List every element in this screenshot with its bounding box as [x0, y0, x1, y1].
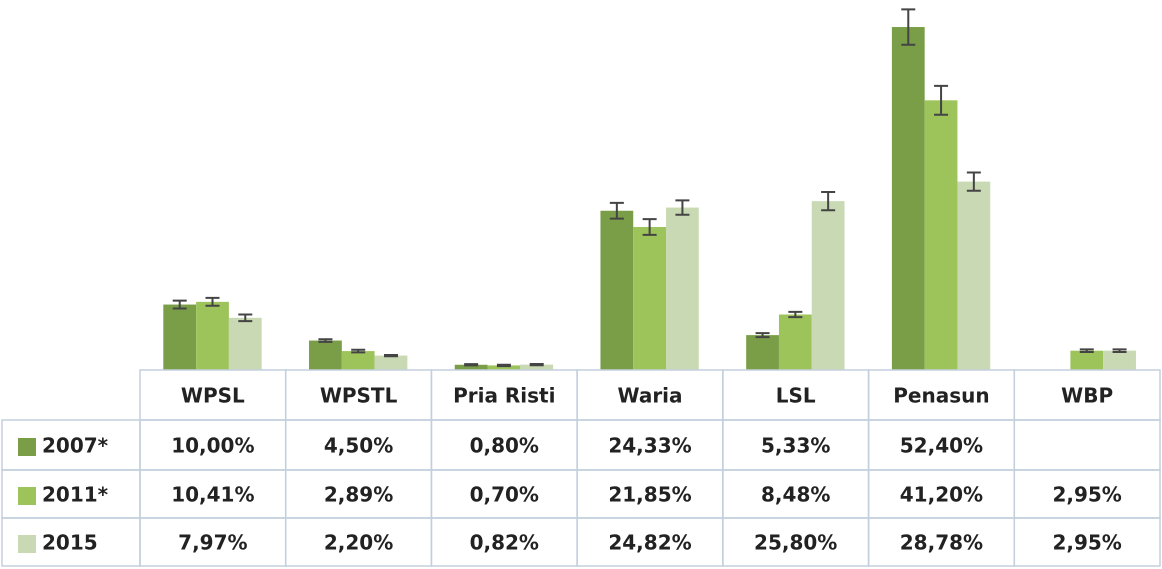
error-bar: [1112, 348, 1127, 353]
error-bar: [901, 8, 916, 46]
error-bar: [609, 201, 624, 220]
error-bar: [642, 218, 657, 236]
bar: [1103, 350, 1136, 370]
category-label: Pria Risti: [453, 384, 555, 408]
bar: [341, 351, 375, 370]
bar: [957, 181, 991, 370]
data-label: 24,82%: [608, 531, 691, 555]
table-cell: [1013, 419, 1161, 471]
bar: [487, 365, 521, 370]
bar: [196, 301, 229, 370]
error-bar: [529, 362, 544, 367]
data-label: 5,33%: [761, 434, 830, 458]
legend-label: 2011*: [42, 483, 109, 507]
bar: [666, 207, 699, 370]
bar: [600, 210, 634, 370]
data-label: 10,41%: [171, 483, 254, 507]
data-label: 2,95%: [1052, 531, 1121, 555]
bar: [811, 201, 845, 370]
error-bar: [675, 199, 690, 216]
bar: [778, 314, 812, 370]
error-bar: [934, 84, 949, 116]
bar: [746, 335, 779, 370]
data-label: 2,95%: [1052, 483, 1121, 507]
error-bar: [496, 363, 511, 368]
error-bar: [318, 338, 333, 343]
data-label: 4,50%: [324, 434, 393, 458]
data-label: 0,82%: [470, 531, 539, 555]
error-bar: [238, 313, 253, 323]
legend-swatch: [18, 487, 36, 505]
error-bar: [821, 190, 836, 212]
data-label: 8,48%: [761, 483, 830, 507]
error-bar: [788, 310, 803, 319]
data-label: 0,70%: [470, 483, 539, 507]
bar: [891, 27, 925, 370]
data-label: 0,80%: [470, 434, 539, 458]
category-label: WPSTL: [320, 384, 398, 408]
data-label: 24,33%: [608, 434, 691, 458]
bar: [633, 226, 667, 370]
data-label: 52,40%: [900, 434, 983, 458]
error-bar: [464, 363, 479, 367]
bar: [163, 304, 197, 370]
data-label: 21,85%: [608, 483, 691, 507]
data-label: 28,78%: [900, 531, 983, 555]
category-label: LSL: [776, 384, 816, 408]
legend-swatch: [18, 438, 36, 456]
error-bar: [351, 348, 366, 354]
data-label: 2,20%: [324, 531, 393, 555]
category-label: WPSL: [181, 384, 245, 408]
legend-label: 2015: [42, 531, 98, 555]
error-bar: [755, 332, 770, 339]
error-bar: [966, 171, 981, 192]
data-label: 10,00%: [171, 434, 254, 458]
data-label: 7,97%: [178, 531, 247, 555]
bar: [924, 100, 958, 370]
bar: [374, 355, 408, 370]
table-cell: [1013, 517, 1161, 567]
error-bar: [172, 299, 187, 310]
category-label: Waria: [617, 384, 682, 408]
data-label: 25,80%: [754, 531, 837, 555]
error-bar: [205, 296, 220, 307]
category-label: WBP: [1061, 384, 1113, 408]
bar: [228, 317, 262, 370]
legend-swatch: [18, 535, 36, 553]
legend-label: 2007*: [42, 434, 109, 458]
bar: [454, 364, 488, 370]
data-label: 2,89%: [324, 483, 393, 507]
error-bar: [1079, 348, 1094, 353]
category-label: Penasun: [893, 384, 989, 408]
bar: [309, 340, 342, 370]
bar: [520, 364, 554, 370]
data-label: 41,20%: [900, 483, 983, 507]
bar: [1070, 350, 1104, 370]
error-bar: [383, 353, 398, 358]
